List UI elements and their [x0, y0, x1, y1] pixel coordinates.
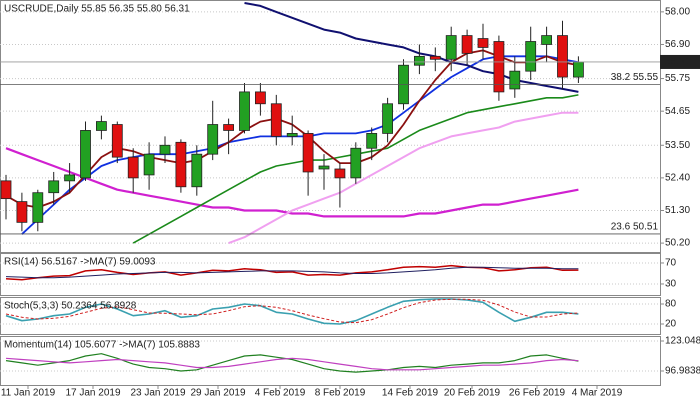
indicator-line	[5, 147, 579, 218]
y-tick-label: 70	[665, 258, 677, 269]
candle-body	[541, 35, 552, 45]
x-tick-label: 17 Jan 2019	[65, 388, 120, 399]
y-tick-label: 123.0488	[665, 336, 700, 347]
plot-area	[0, 262, 660, 285]
x-tick-label: 14 Feb 2019	[382, 388, 439, 399]
indicator-line	[5, 353, 579, 373]
candle-body	[429, 55, 441, 60]
y-tick-label: 50.20	[665, 238, 690, 249]
y-tick-label: 96.9838	[665, 366, 700, 377]
candle-body	[557, 35, 568, 78]
candle-body	[175, 141, 187, 188]
candle-body	[159, 144, 171, 155]
plot-area	[0, 340, 660, 373]
candle-body	[445, 35, 457, 60]
candle-body	[525, 41, 537, 72]
x-tick-label: 29 Jan 2019	[190, 388, 245, 399]
candle-body	[223, 124, 235, 131]
candle-body	[254, 91, 266, 105]
indicator-line	[228, 111, 579, 245]
candle-body	[16, 201, 28, 223]
candle-body	[111, 124, 123, 158]
candle-body	[350, 147, 362, 179]
y-tick-label: 30	[665, 279, 677, 290]
plot-area	[0, 298, 660, 325]
panel-frame	[0, 297, 661, 335]
indicator-line	[21, 55, 579, 235]
panel-title: RSI(14) 56.5167 ->MA(7) 59.0093	[4, 257, 156, 268]
candle-body	[48, 180, 60, 194]
x-tick-label: 8 Feb 2019	[315, 388, 366, 399]
candle-body	[509, 70, 521, 90]
candle-body	[239, 91, 250, 131]
candle-body	[477, 38, 489, 48]
y-tick-label: 51.30	[665, 205, 690, 216]
indicator-line	[5, 298, 579, 324]
panel-frame	[0, 336, 661, 386]
candle-body	[127, 156, 139, 179]
candle-body	[80, 130, 91, 179]
indicator-line	[5, 298, 579, 325]
candle-body	[286, 133, 298, 137]
candle-body	[96, 121, 107, 131]
x-tick-label: 4 Feb 2019	[255, 388, 306, 399]
y-tick-label: 58.00	[665, 6, 690, 17]
candle-body	[32, 192, 44, 223]
panel-title: USCRUDE,Daily 55.85 56.35 55.80 56.31	[4, 4, 190, 15]
y-tick-label: 56.90	[665, 39, 690, 50]
indicator-line	[244, 2, 579, 93]
candle-body	[207, 124, 219, 155]
candle-body	[366, 133, 378, 149]
candle-body	[382, 103, 394, 134]
x-tick-label: 11 Jan 2019	[1, 388, 56, 399]
candle-body	[143, 153, 155, 176]
x-tick-label: 20 Feb 2019	[444, 388, 501, 399]
candle-body	[413, 55, 425, 66]
y-tick-label: 54.65	[665, 106, 690, 117]
candle-body	[270, 103, 282, 137]
candle-body	[318, 165, 330, 170]
x-tick-label: 4 Mar 2019	[572, 388, 623, 399]
panel-frame	[0, 253, 661, 296]
panel-frame	[0, 0, 661, 253]
y-tick-label: 20	[665, 319, 677, 330]
fib-label: 38.2 55.55	[611, 72, 659, 83]
indicator-line	[5, 266, 579, 279]
candle-body	[191, 153, 203, 188]
panel-title: Momentum(14) 105.6077 ->MA(7) 105.8883	[4, 340, 200, 351]
fib-label: 23.6 50.51	[611, 222, 659, 233]
candle-body	[573, 61, 584, 78]
x-tick-label: 23 Jan 2019	[130, 388, 185, 399]
candle-body	[64, 174, 75, 182]
candle-body	[493, 41, 505, 93]
y-tick-label: 53.50	[665, 140, 690, 151]
candle-body	[461, 35, 473, 54]
candle-body	[302, 133, 314, 173]
y-tick-label: 80	[665, 299, 677, 310]
y-tick-label: 55.75	[665, 73, 690, 84]
last-price-label: 56.31	[665, 57, 690, 68]
candle-body	[0, 180, 12, 200]
x-tick-label: 26 Feb 2019	[509, 388, 566, 399]
plot-area	[0, 2, 660, 245]
last-price-box	[660, 54, 700, 69]
indicator-line	[5, 357, 579, 371]
y-tick-label: 52.40	[665, 173, 690, 184]
candle-body	[334, 168, 346, 179]
panel-title: Stoch(5,3,3) 50.2364 56.8928	[4, 301, 137, 312]
